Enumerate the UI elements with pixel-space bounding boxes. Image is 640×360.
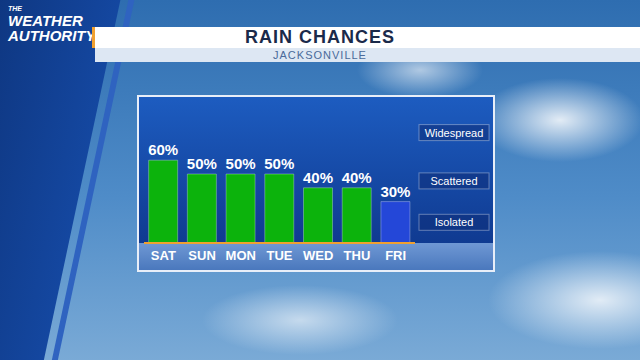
svg-text:40%: 40% [342,169,372,186]
svg-text:MON: MON [226,248,256,263]
html-text:AUTHORITY: AUTHORITY [8,27,96,44]
svg-text:FRI: FRI [385,248,406,263]
svg-text:SAT: SAT [151,248,176,263]
svg-text:30%: 30% [380,183,410,200]
svg-text:TUE: TUE [267,248,293,263]
svg-text:50%: 50% [264,155,294,172]
svg-text:THU: THU [344,248,371,263]
svg-text:40%: 40% [303,169,333,186]
svg-text:Scattered: Scattered [430,175,477,187]
html-text:THE: THE [8,5,22,12]
svg-text:50%: 50% [226,155,256,172]
svg-text:60%: 60% [148,141,178,158]
html-text:WEATHER: WEATHER [8,12,83,29]
svg-text:SUN: SUN [188,248,215,263]
svg-text:Widespread: Widespread [425,127,484,139]
svg-text:50%: 50% [187,155,217,172]
html-text:JACKSONVILLE: JACKSONVILLE [273,49,367,61]
svg-text:WED: WED [303,248,333,263]
html-text:RAIN CHANCES: RAIN CHANCES [245,27,395,47]
svg-text:Isolated: Isolated [435,216,474,228]
